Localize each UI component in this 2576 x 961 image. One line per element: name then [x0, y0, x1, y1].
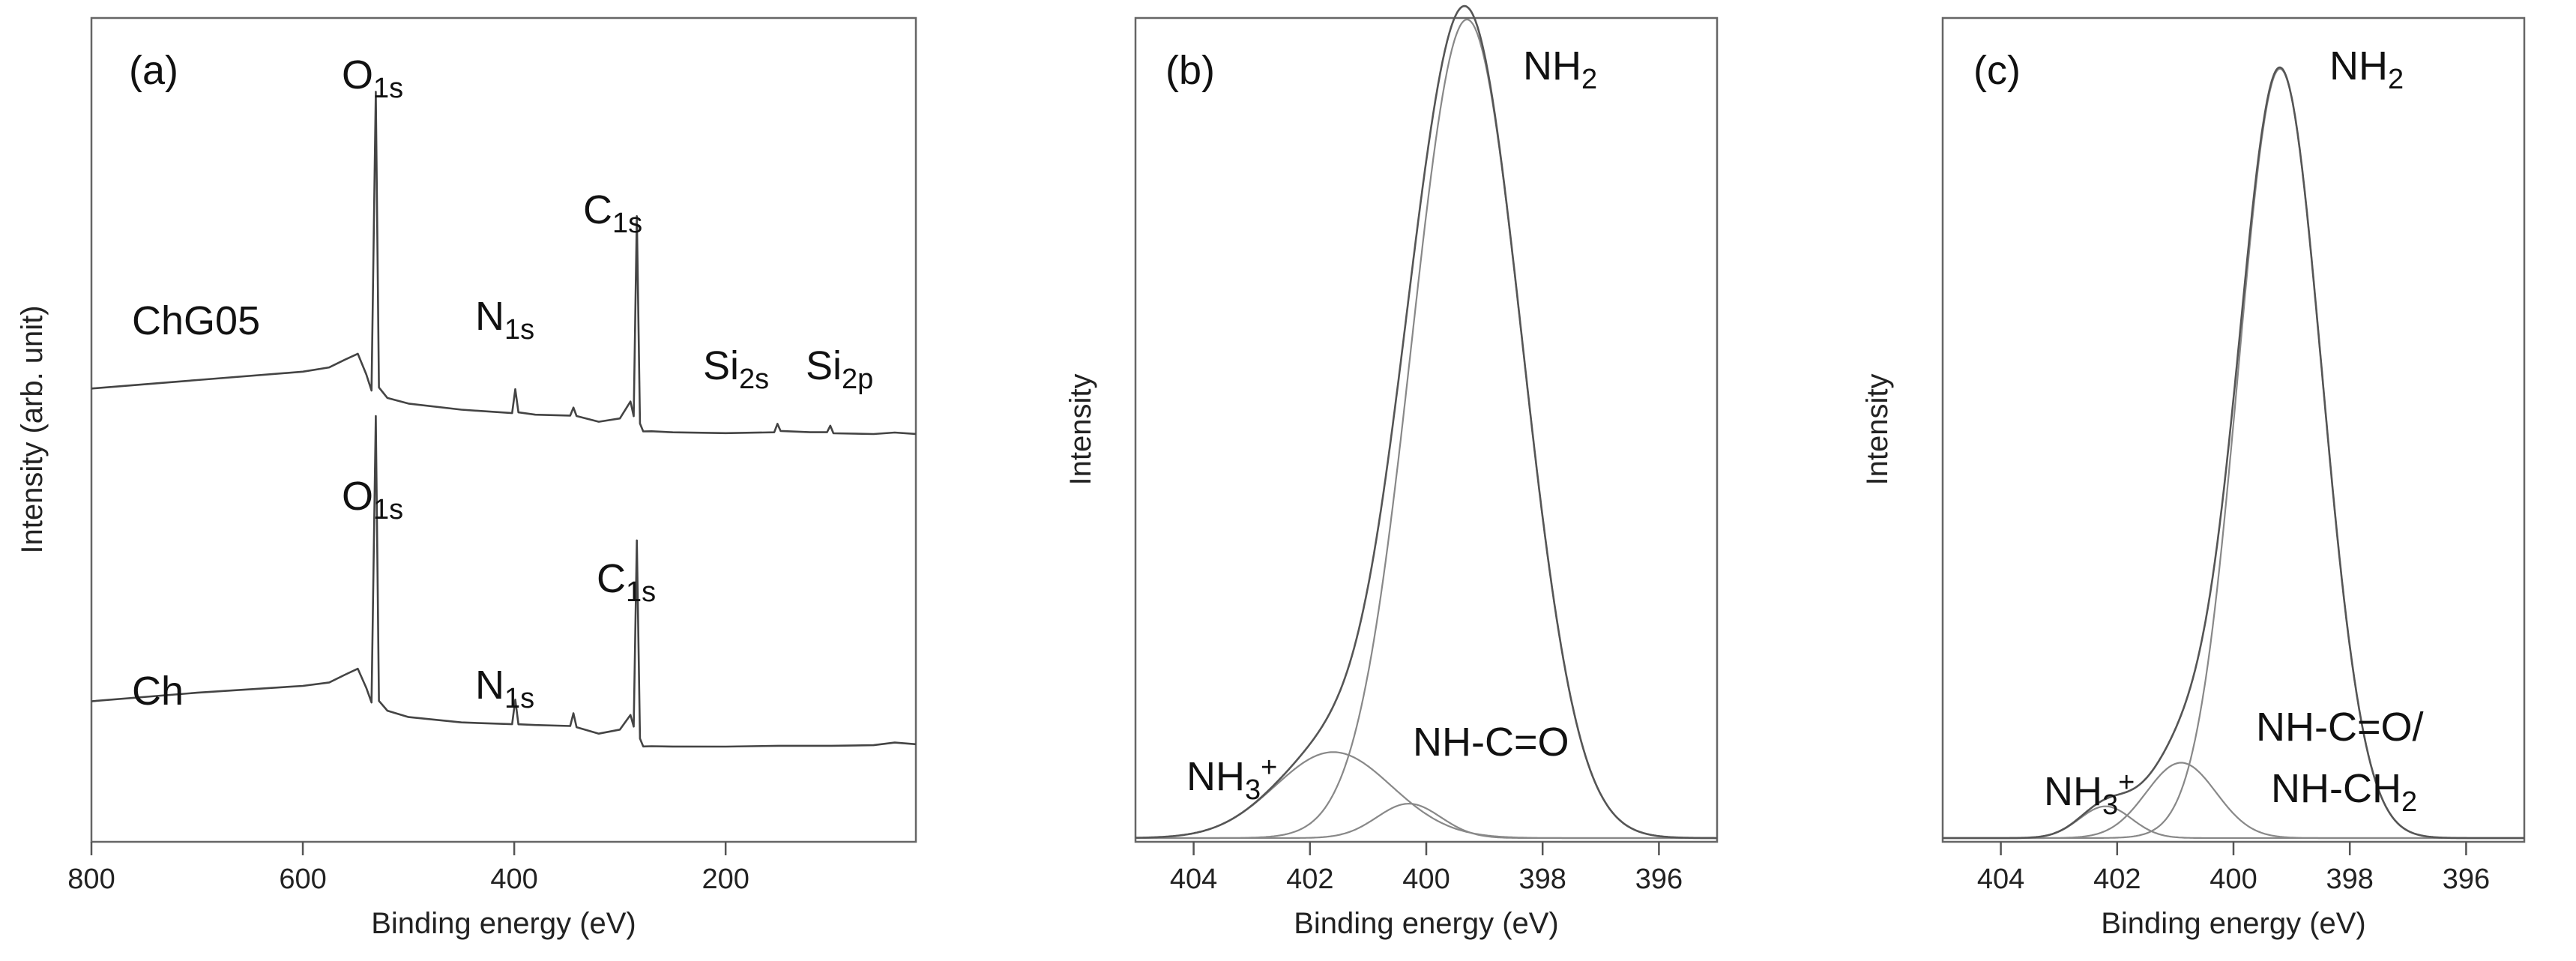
panel-c-nhco-label-line2: NH-CH2	[2271, 766, 2417, 818]
panel-a-x-ticks: 800 600 400 200	[67, 842, 749, 895]
panel-c-x-axis-label: Binding energy (eV)	[2101, 907, 2366, 940]
panel-a-x-axis-label: Binding energy (eV)	[371, 907, 636, 940]
panel-c-nh2-label: NH2	[2329, 43, 2404, 95]
panel-b-n1s-chg05: 404 402 400 398 396 (b) Binding energy (eV) …	[1064, 4, 1719, 940]
spectrum-ch	[91, 415, 917, 748]
panel-a-label: (a)	[129, 48, 178, 93]
panel-c-y-axis-label: Intensity	[1861, 374, 1894, 486]
envelope-curve	[1135, 4, 1717, 840]
x-tick-label: 400	[490, 864, 537, 895]
chg05-o1s-label: O1s	[342, 52, 403, 104]
series-label-ch: Ch	[132, 669, 184, 714]
panel-c-n1s-ch: 404 402 400 398 396 (c) Binding energy (eV) …	[1861, 16, 2526, 940]
panel-a-survey-spectra: 800 600 400 200 (a) Binding energy (eV) Int…	[16, 16, 917, 940]
chg05-si2p-label: Si2p	[806, 343, 873, 395]
panel-c-nhco-label-line1: NH-C=O/	[2256, 705, 2424, 750]
component-peak	[1943, 805, 2524, 840]
panel-b-y-axis-label: Intensity	[1064, 374, 1097, 486]
x-tick-label: 396	[1635, 864, 1683, 895]
series-label-chg05: ChG05	[132, 298, 260, 343]
x-tick-label: 402	[1286, 864, 1333, 895]
panel-a-y-axis-label: Intensity (arb. unit)	[16, 305, 49, 553]
panel-c-curves	[1943, 66, 2524, 840]
panel-b-x-ticks: 404 402 400 398 396	[1170, 842, 1683, 895]
panel-b-curves	[1135, 4, 1717, 840]
x-tick-label: 404	[1170, 864, 1217, 895]
panel-c-x-ticks: 404 402 400 398 396	[1977, 842, 2490, 895]
x-tick-label: 600	[279, 864, 326, 895]
chg05-n1s-label: N1s	[475, 294, 534, 346]
component-peak	[1135, 18, 1717, 840]
panel-c-label: (c)	[1973, 48, 2021, 93]
x-tick-label: 398	[1518, 864, 1566, 895]
panel-b-nhco-label: NH-C=O	[1413, 720, 1569, 765]
x-tick-label: 400	[1402, 864, 1450, 895]
ch-o1s-label: O1s	[342, 474, 403, 525]
component-peak	[1943, 67, 2524, 840]
chg05-c1s-label: C1s	[583, 187, 642, 239]
ch-n1s-label: N1s	[475, 663, 534, 714]
ch-c1s-label: C1s	[597, 556, 656, 608]
panel-c-nh3-label: NH3+	[2044, 767, 2135, 821]
envelope-curve	[1943, 66, 2524, 840]
spectrum-chg05	[91, 91, 917, 436]
panel-b-frame	[1134, 16, 1719, 843]
x-tick-label: 396	[2443, 864, 2490, 895]
panel-b-x-axis-label: Binding energy (eV)	[1294, 907, 1559, 940]
panel-b-nh3-label: NH3+	[1186, 752, 1277, 806]
x-tick-label: 402	[2093, 864, 2141, 895]
panel-a-curves	[91, 91, 917, 748]
component-peak	[1943, 762, 2524, 840]
component-peak	[1135, 802, 1717, 840]
x-tick-label: 404	[1977, 864, 2024, 895]
x-tick-label: 398	[2326, 864, 2373, 895]
x-tick-label: 400	[2209, 864, 2257, 895]
chg05-si2s-label: Si2s	[703, 343, 769, 395]
panel-b-label: (b)	[1165, 48, 1215, 93]
panel-b-nh2-label: NH2	[1523, 43, 1597, 95]
panel-a-frame	[90, 16, 917, 843]
x-tick-label: 200	[702, 864, 749, 895]
x-tick-label: 800	[67, 864, 115, 895]
